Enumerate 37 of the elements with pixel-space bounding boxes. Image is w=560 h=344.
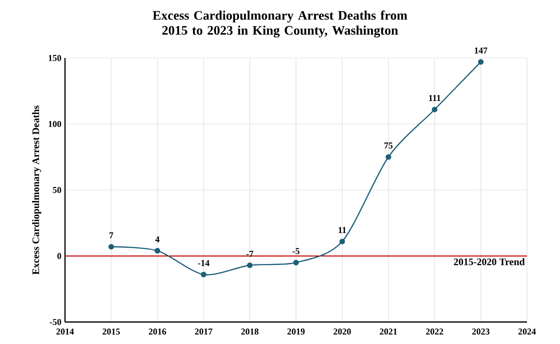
chart-title: Excess Cardiopulmonary Arrest Deaths from 2015 to 2023 in King County, Washington bbox=[152, 10, 408, 38]
data-label: 7 bbox=[109, 232, 114, 238]
ref-line-label: 2015-2020 Trend bbox=[454, 258, 525, 266]
data-label: -7 bbox=[246, 250, 254, 257]
x-tick-label: 2021 bbox=[380, 328, 397, 335]
y-tick-label: 150 bbox=[48, 54, 62, 62]
point bbox=[108, 244, 114, 250]
data-label: -14 bbox=[198, 260, 210, 266]
point bbox=[478, 59, 484, 65]
x-tick-label: 2015 bbox=[102, 328, 120, 335]
data-label: 147 bbox=[474, 48, 488, 54]
y-tick-label: 100 bbox=[48, 120, 62, 128]
data-label: -5 bbox=[292, 248, 300, 254]
point bbox=[432, 106, 438, 112]
data-label: 11 bbox=[338, 227, 346, 233]
point bbox=[386, 154, 392, 160]
x-tick-label: 2017 bbox=[195, 328, 212, 335]
x-tick-label: 2022 bbox=[426, 328, 444, 335]
x-tick-label: 2019 bbox=[287, 328, 305, 335]
point bbox=[200, 272, 206, 278]
data-label: 111 bbox=[429, 95, 440, 101]
y-tick-label: 50 bbox=[52, 186, 62, 194]
point bbox=[293, 260, 299, 266]
point bbox=[154, 248, 160, 254]
data-label: 75 bbox=[384, 142, 393, 149]
y-axis-title: Excess Cardiopulmonary Arrest Deaths bbox=[32, 106, 42, 275]
point bbox=[339, 238, 345, 244]
x-tick-label: 2024 bbox=[518, 328, 536, 335]
x-tick-label: 2018 bbox=[241, 328, 258, 335]
x-tick-label: 2020 bbox=[334, 328, 351, 335]
x-tick-label: 2014 bbox=[56, 328, 74, 335]
point bbox=[247, 262, 253, 268]
data-label: 4 bbox=[155, 236, 160, 242]
y-tick-label: -50 bbox=[50, 318, 62, 326]
x-tick-label: 2016 bbox=[148, 328, 166, 335]
y-tick-label: 0 bbox=[57, 252, 62, 260]
x-tick-label: 2023 bbox=[472, 328, 490, 335]
